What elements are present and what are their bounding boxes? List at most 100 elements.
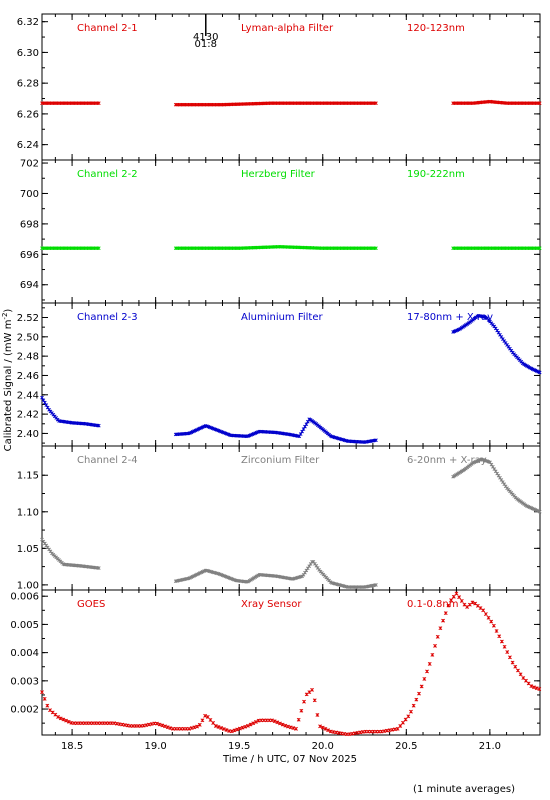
data-point [441,618,445,623]
x-tick-label: 19.0 [145,741,167,752]
data-point [395,726,400,731]
series-points [40,244,542,251]
y-tick-label: 1.15 [17,471,39,482]
data-point [203,713,208,718]
data-point [272,719,277,724]
data-point [149,722,154,726]
data-point [443,611,448,616]
panel-filter-label: Zirconium Filter [241,455,320,466]
data-point [446,603,451,608]
data-point [422,677,427,681]
x-tick-label: 20.0 [312,741,334,752]
data-point [537,509,542,514]
data-point [537,101,542,105]
y-tick-label: 1.10 [17,507,39,518]
panel-5: 0.002 0.003 0.004 0.005 0.006 GOES Xray Sensor… [10,589,542,752]
panel-channel-label: Channel 2-3 [77,312,138,323]
data-point [64,718,68,723]
data-point [470,600,475,605]
data-point [516,668,520,673]
data-point [163,724,167,729]
data-point [508,655,512,660]
data-point [537,370,542,375]
data-point [537,687,542,691]
data-point [524,678,528,683]
data-point [489,619,494,624]
y-tick-label: 6.28 [17,79,39,90]
data-point [216,725,221,729]
data-point [58,716,63,721]
y-tick-label: 2.52 [17,313,39,324]
data-point [40,690,44,695]
data-point [232,728,237,733]
data-point [417,691,421,696]
data-point [229,729,234,734]
panel-3: 2.40 2.42 2.44 2.46 2.48 2.50 2.52 Channel 2-3 A… [17,302,542,447]
panel-channel-label: GOES [77,599,105,610]
data-point [42,696,47,701]
data-point [491,623,496,628]
y-tick-label: 2.40 [17,429,39,440]
panel-filter-label: Herzberg Filter [241,169,316,180]
data-point [213,724,218,728]
data-point [502,644,507,649]
data-point [97,246,101,251]
data-point [294,726,298,731]
data-point [510,660,515,665]
data-point [318,724,322,729]
data-point [195,724,200,729]
panel-band-label: 6-20nm + X-ray [407,455,487,466]
data-point [427,661,432,666]
panel-channel-label: Channel 2-4 [77,455,138,466]
panel-filter-label: Aluminium Filter [241,312,324,323]
data-point [200,718,205,723]
panel-frame [41,13,541,161]
panel-band-label: 17-80nm + X-ray [407,312,493,323]
data-point [275,720,280,725]
event-marker-label: 01:8 [195,39,217,50]
data-point [208,718,213,722]
data-point [451,594,456,599]
x-tick-label: 21.0 [479,741,501,752]
y-tick-label: 698 [20,219,39,230]
data-point [245,723,250,728]
y-axis-title: Calibrated Signal / (mW m-2) [1,309,14,452]
data-point [189,726,194,730]
y-tick-label: 1.05 [17,544,39,555]
data-point [532,685,536,690]
y-tick-label: 6.26 [17,109,39,120]
data-point [323,726,328,731]
panel-band-label: 190-222nm [407,169,465,180]
panel-1: 6.24 6.26 6.28 6.30 6.32 Channel 2-1 Lyman-alp… [17,13,542,161]
data-point [253,720,258,724]
y-tick-label: 2.46 [17,371,39,382]
data-point [205,715,210,719]
data-point [310,687,314,692]
y-tick-label: 0.002 [10,705,39,716]
data-point [160,723,165,728]
data-point [505,650,510,654]
series-points [40,591,542,737]
y-tick-label: 0.004 [10,648,39,659]
data-point [433,643,437,648]
data-point [521,676,526,680]
y-tick-label: 2.42 [17,410,39,421]
data-point [430,652,435,657]
data-point [494,629,499,633]
data-point [299,708,304,713]
panel-band-label: 120-123nm [407,23,465,34]
y-tick-label: 6.24 [17,140,39,151]
data-point [438,626,443,631]
data-point [459,598,464,603]
data-point [248,722,253,727]
y-tick-label: 702 [20,159,39,170]
data-point [435,634,440,639]
series-points [40,457,542,589]
data-point [147,722,151,727]
data-point [251,721,256,726]
data-point [425,669,429,674]
data-point [219,726,224,730]
data-point [497,634,502,639]
data-point [56,715,60,719]
